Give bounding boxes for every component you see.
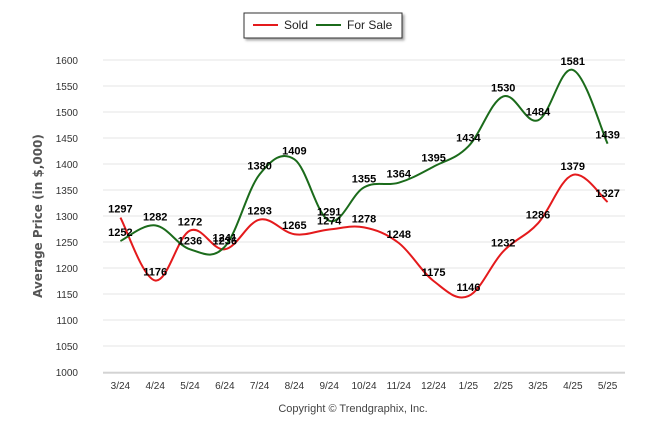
x-tick-label: 12/24	[421, 381, 446, 392]
x-tick-label: 2/25	[493, 381, 513, 392]
x-tick-label: 11/24	[387, 381, 412, 392]
data-label-sold: 1232	[491, 237, 515, 249]
data-label-for-sale: 1484	[526, 106, 551, 118]
data-label-for-sale: 1236	[178, 235, 202, 247]
y-tick-label: 1450	[56, 134, 79, 145]
data-label-sold: 1286	[526, 209, 550, 221]
data-label-for-sale: 1241	[213, 233, 237, 245]
x-tick-label: 10/24	[351, 381, 376, 392]
data-label-for-sale: 1380	[247, 160, 271, 172]
x-tick-label: 4/25	[563, 381, 583, 392]
x-tick-label: 3/24	[111, 381, 131, 392]
y-tick-label: 1300	[56, 212, 79, 223]
series-line-for-sale	[119, 68, 609, 256]
data-label-sold: 1176	[143, 266, 167, 278]
data-label-for-sale: 1355	[352, 173, 376, 185]
copyright-footer: Copyright © Trendgraphix, Inc.	[278, 403, 427, 415]
data-label-sold: 1248	[387, 229, 411, 241]
x-tick-label: 4/24	[145, 381, 165, 392]
y-tick-label: 1400	[56, 160, 79, 171]
y-tick-label: 1500	[56, 108, 79, 119]
data-label-sold: 1327	[595, 188, 619, 200]
data-label-sold: 1272	[178, 217, 202, 229]
x-tick-label: 5/25	[598, 381, 618, 392]
data-label-sold: 1278	[352, 213, 376, 225]
y-tick-label: 1050	[56, 342, 79, 353]
data-label-sold: 1379	[561, 161, 585, 173]
data-label-sold: 1236	[213, 235, 237, 247]
data-label-for-sale: 1291	[317, 207, 341, 219]
data-label-for-sale: 1409	[282, 145, 306, 157]
data-label-sold: 1293	[247, 206, 271, 218]
y-axis-title: Average Price (in $,000)	[31, 134, 45, 298]
data-label-sold: 1265	[282, 220, 306, 232]
x-tick-label: 7/24	[250, 381, 270, 392]
x-tick-label: 6/24	[215, 381, 235, 392]
data-label-sold: 1274	[317, 216, 342, 228]
y-tick-label: 1000	[56, 368, 79, 379]
data-label-for-sale: 1439	[595, 130, 619, 142]
x-axis-ticks: 3/24 4/24 5/24 6/24 7/24 8/24 9/24 10/24 11/24 12…	[111, 381, 618, 392]
x-tick-label: 9/24	[319, 381, 339, 392]
data-label-sold: 1175	[422, 267, 446, 279]
data-label-sold: 1146	[456, 282, 480, 294]
x-tick-label: 8/24	[285, 381, 305, 392]
y-axis-ticks: 1000 1050 1100 1150 1200 1250 1300 1350 1400 1450…	[56, 56, 79, 379]
data-label-for-sale: 1282	[143, 211, 167, 223]
y-tick-label: 1200	[56, 264, 79, 275]
data-label-for-sale: 1252	[108, 227, 132, 239]
gridlines	[103, 59, 625, 373]
data-label-for-sale: 1581	[561, 56, 585, 68]
x-tick-label: 5/24	[180, 381, 200, 392]
x-tick-label: 3/25	[528, 381, 548, 392]
y-tick-label: 1600	[56, 56, 79, 67]
y-tick-label: 1100	[56, 316, 78, 327]
y-tick-label: 1550	[56, 82, 79, 93]
data-label-for-sale: 1530	[491, 82, 515, 94]
series-lines	[119, 68, 609, 299]
y-tick-label: 1350	[56, 186, 79, 197]
legend-sold-label: Sold	[284, 18, 308, 32]
series-line-sold	[119, 173, 609, 299]
data-label-for-sale: 1434	[456, 132, 481, 144]
x-tick-label: 1/25	[459, 381, 479, 392]
legend-for-sale-label: For Sale	[347, 18, 393, 32]
legend: Sold For Sale	[243, 12, 403, 39]
y-tick-label: 1150	[56, 290, 78, 301]
data-label-for-sale: 1395	[421, 153, 445, 165]
data-labels: 1297 1176 1272 1236 1293 1265 1274 1278 1248 1175…	[108, 56, 620, 294]
data-label-for-sale: 1364	[387, 169, 412, 181]
y-tick-label: 1250	[56, 238, 79, 249]
data-label-sold: 1297	[108, 204, 132, 216]
